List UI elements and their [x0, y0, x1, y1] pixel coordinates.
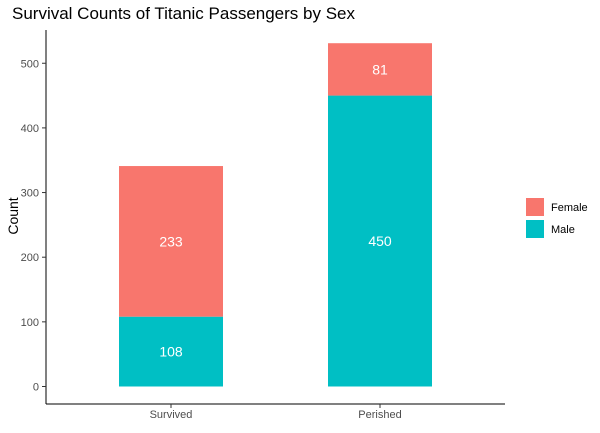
- bar-label-perished-male: 450: [368, 233, 392, 249]
- bar-survived-male: [119, 316, 223, 387]
- bar-label-survived-female: 233: [159, 233, 183, 249]
- legend-label-male: Male: [551, 224, 575, 236]
- legend-key-female: [526, 198, 544, 216]
- x-tick-label-perished: Perished: [358, 409, 401, 421]
- y-tick-label: 0: [33, 382, 39, 394]
- bar-label-perished-female: 81: [372, 61, 388, 77]
- bar-perished-female: [328, 43, 432, 96]
- y-axis-title: Count: [5, 197, 21, 234]
- y-tick-label: 500: [21, 58, 39, 70]
- y-tick-label: 300: [21, 188, 39, 200]
- y-tick-label: 200: [21, 252, 39, 264]
- x-tick-label-survived: Survived: [150, 409, 193, 421]
- y-axis: 0 100 200 300 400 500: [21, 58, 46, 394]
- plot-area: 108 233 450 81: [119, 43, 432, 387]
- x-axis: Survived Perished: [150, 404, 402, 421]
- legend: Female Male: [526, 198, 588, 238]
- bar-survived-female: [119, 166, 223, 317]
- chart-title: Survival Counts of Titanic Passengers by…: [12, 4, 355, 23]
- y-tick-label: 100: [21, 317, 39, 329]
- legend-key-male: [526, 220, 544, 238]
- bar-label-survived-male: 108: [159, 344, 183, 360]
- bar-perished-male: [328, 95, 432, 387]
- y-tick-label: 400: [21, 123, 39, 135]
- legend-label-female: Female: [551, 202, 588, 214]
